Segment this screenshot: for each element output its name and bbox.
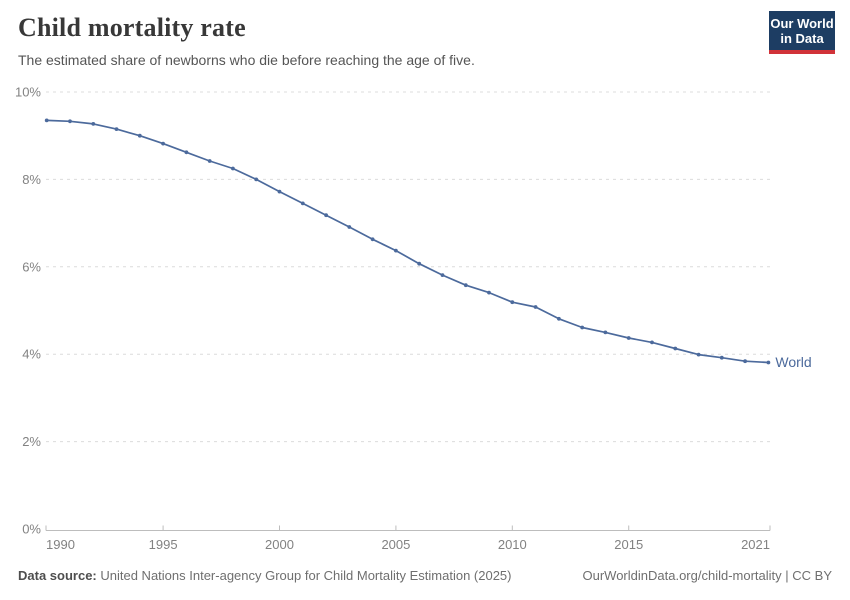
data-source-text: United Nations Inter-agency Group for Ch… xyxy=(96,568,512,583)
y-axis-tick-label: 0% xyxy=(22,522,41,537)
data-point[interactable] xyxy=(114,127,119,131)
data-point[interactable] xyxy=(673,346,678,351)
data-point[interactable] xyxy=(184,150,189,155)
chart-footer: Data source: United Nations Inter-agency… xyxy=(18,568,832,583)
data-point[interactable] xyxy=(137,133,142,138)
data-point[interactable] xyxy=(463,283,468,288)
y-axis-tick-label: 6% xyxy=(22,259,41,274)
x-axis-tick-label: 1995 xyxy=(149,537,178,552)
data-point[interactable] xyxy=(766,360,771,365)
data-source-label: Data source: xyxy=(18,568,97,583)
data-point[interactable] xyxy=(696,352,701,357)
y-axis-tick-label: 8% xyxy=(22,172,41,187)
data-point[interactable] xyxy=(417,261,422,266)
x-axis-tick-label: 2015 xyxy=(614,537,643,552)
data-point[interactable] xyxy=(510,300,515,305)
page-title: Child mortality rate xyxy=(18,13,246,42)
series-end-label[interactable]: World xyxy=(775,354,811,370)
data-point[interactable] xyxy=(650,340,654,345)
data-source-note: Data source: United Nations Inter-agency… xyxy=(18,568,512,583)
data-point[interactable] xyxy=(487,290,491,295)
data-point[interactable] xyxy=(370,237,375,242)
data-point[interactable] xyxy=(300,201,305,206)
data-point[interactable] xyxy=(440,273,445,277)
x-axis-tick-label: 1990 xyxy=(46,537,75,552)
data-point[interactable] xyxy=(207,159,212,163)
data-point[interactable] xyxy=(533,305,538,309)
owid-logo-line1: Our World xyxy=(770,16,834,31)
owid-logo: Our World in Data xyxy=(769,11,835,54)
x-axis-tick-label: 2005 xyxy=(381,537,410,552)
data-point[interactable] xyxy=(580,325,585,330)
data-point[interactable] xyxy=(231,166,235,171)
data-line[interactable] xyxy=(45,119,770,364)
owid-logo-line2: in Data xyxy=(780,31,824,46)
data-point[interactable] xyxy=(254,177,259,182)
data-point[interactable] xyxy=(68,119,72,124)
data-point[interactable] xyxy=(626,336,631,340)
data-point[interactable] xyxy=(277,189,282,194)
x-axis-tick-label: 2000 xyxy=(265,537,294,552)
y-axis-tick-label: 4% xyxy=(22,347,41,362)
chart-subtitle: The estimated share of newborns who die … xyxy=(18,52,475,68)
data-point[interactable] xyxy=(557,316,561,321)
data-point[interactable] xyxy=(394,248,398,253)
data-point[interactable] xyxy=(161,141,166,146)
data-point[interactable] xyxy=(347,225,352,229)
x-axis-tick-label: 2010 xyxy=(498,537,527,552)
x-axis-tick-label: 2021 xyxy=(741,537,770,552)
data-point[interactable] xyxy=(603,330,608,335)
data-point[interactable] xyxy=(719,355,724,360)
y-axis-tick-label: 10% xyxy=(15,85,41,100)
y-axis-tick-label: 2% xyxy=(22,434,41,449)
data-point[interactable] xyxy=(91,122,96,126)
owid-link[interactable]: OurWorldinData.org/child-mortality | CC … xyxy=(582,568,833,583)
data-point[interactable] xyxy=(324,213,328,218)
data-point[interactable] xyxy=(44,118,49,123)
data-point[interactable] xyxy=(743,359,747,364)
